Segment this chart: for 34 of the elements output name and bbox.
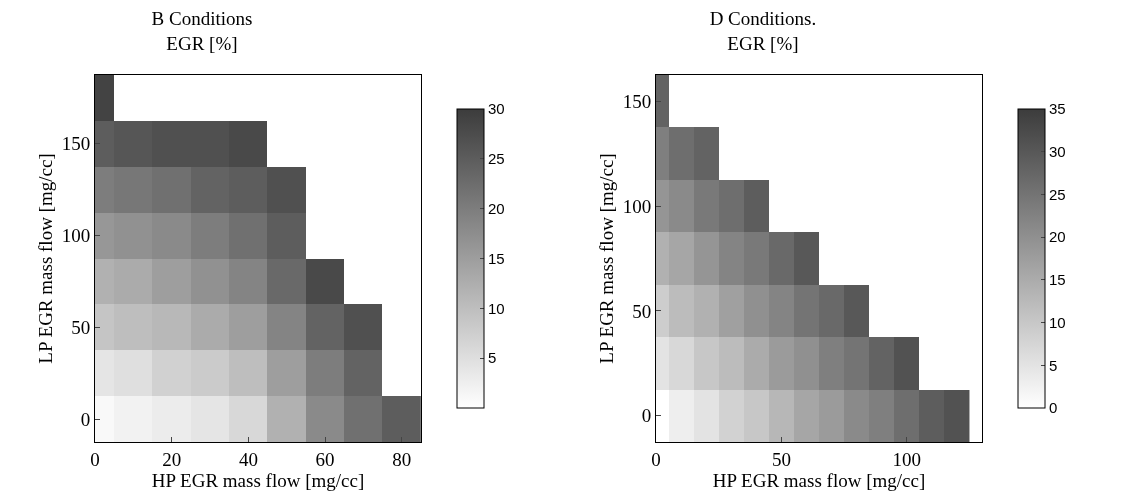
x-tick-label: 100 <box>892 448 922 470</box>
x-axis-title: HP EGR mass flow [mg/cc] <box>712 469 926 491</box>
x-tick-label: 50 <box>771 448 791 470</box>
color-bar-label: 15 <box>1049 271 1066 289</box>
color-bar-label: 20 <box>1049 228 1066 246</box>
color-bar-label: 15 <box>488 249 505 267</box>
y-axis-title: LP EGR mass flow [mg/cc] <box>34 153 56 364</box>
y-tick-label: 50 <box>632 300 652 322</box>
color-bar-label: 5 <box>1049 356 1058 374</box>
y-tick-label: 100 <box>61 225 91 247</box>
y-tick-label: 150 <box>622 90 652 112</box>
color-bar-label: 0 <box>1049 399 1058 417</box>
y-tick-label: 150 <box>61 133 91 155</box>
y-tick-label: 50 <box>71 316 91 338</box>
x-axis-title: HP EGR mass flow [mg/cc] <box>151 469 365 491</box>
chart-title: D Conditions. EGR [%] <box>709 8 817 54</box>
color-bar-label: 10 <box>1049 313 1066 331</box>
color-bar-label: 35 <box>1049 100 1066 118</box>
color-bar-label: 25 <box>488 150 505 168</box>
color-bar-label: 5 <box>488 349 497 367</box>
x-tick-label: 60 <box>315 448 335 470</box>
color-bar-label: 10 <box>488 299 505 317</box>
y-tick-label: 0 <box>80 408 91 430</box>
x-tick-label: 20 <box>162 448 182 470</box>
chart-title: B Conditions EGR [%] <box>151 8 253 54</box>
y-tick-label: 0 <box>641 405 652 427</box>
color-bar-label: 25 <box>1049 185 1066 203</box>
x-tick-label: 80 <box>392 448 412 470</box>
color-bar-label: 30 <box>1049 142 1066 160</box>
color-bar-label: 20 <box>488 199 505 217</box>
color-bar-label: 30 <box>488 100 505 118</box>
x-tick-label: 40 <box>238 448 258 470</box>
y-axis-title: LP EGR mass flow [mg/cc] <box>595 153 617 364</box>
y-tick-label: 100 <box>622 195 652 217</box>
